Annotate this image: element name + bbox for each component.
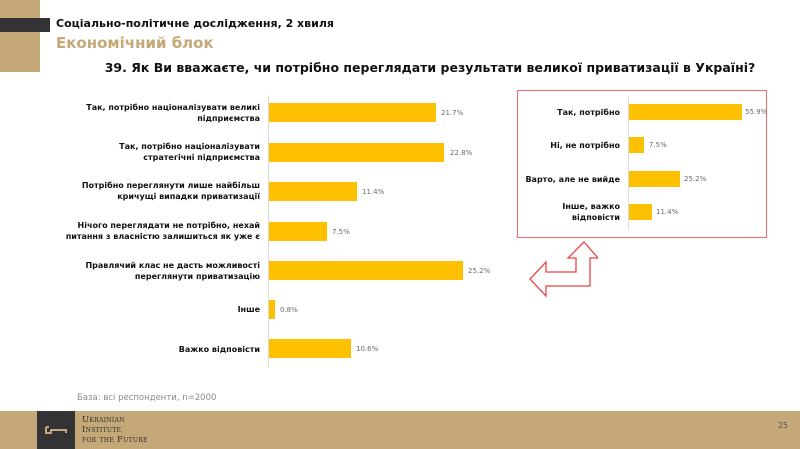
main-label-3: Нічого переглядати не потрібно, нехай пи… <box>65 221 260 241</box>
page-number: 25 <box>777 421 788 430</box>
main-label-2: Потрібно переглянути лише найбільш кричу… <box>81 181 260 201</box>
main-bar-5 <box>269 300 275 319</box>
report-subtitle: Соціально-політичне дослідження, 2 хвиля <box>56 17 334 30</box>
main-value-2: 11.4% <box>362 188 385 196</box>
main-bar-2 <box>269 182 357 201</box>
summary-label-0: Так, потрібно <box>557 107 620 117</box>
main-value-4: 25.2% <box>468 267 491 275</box>
section-title: Економічний блок <box>56 34 214 52</box>
summary-label-3: Інше, важко відповісти <box>562 202 620 222</box>
main-bar-0 <box>269 103 436 122</box>
main-label-1: Так, потрібно націоналізувати стратегічн… <box>119 142 260 162</box>
main-value-6: 10.6% <box>356 345 379 353</box>
logo-wordmark: Ukrainian Institute for the Future <box>82 415 148 445</box>
base-note: База: всі респонденти, n=2000 <box>77 393 217 403</box>
main-value-1: 22.8% <box>450 149 473 157</box>
main-value-3: 7.5% <box>332 228 350 236</box>
main-label-4: Правлячий клас не дасть можливості перег… <box>85 261 260 281</box>
bent-arrow-icon <box>529 241 598 298</box>
logo-mark <box>37 411 75 449</box>
footer-band: Ukrainian Institute for the Future 25 <box>0 411 800 449</box>
chart-title: 39. Як Ви вважаєте, чи потрібно перегляд… <box>104 60 756 75</box>
main-label-0: Так, потрібно націоналізувати великі під… <box>86 103 260 123</box>
summary-value-3: 11.4% <box>656 208 679 216</box>
main-chart-axis <box>268 95 269 367</box>
key-logo-icon <box>45 426 67 434</box>
logo-line-1: Ukrainian <box>82 415 125 425</box>
summary-value-1: 7.5% <box>649 141 667 149</box>
logo-line-3: for the Future <box>82 435 148 445</box>
logo-line-2: Institute <box>82 425 122 435</box>
summary-chart-axis <box>628 96 629 230</box>
summary-value-0: 55.9% <box>745 108 768 116</box>
header-dark-tab <box>0 18 50 32</box>
summary-label-1: Ні, не потрібно <box>550 140 620 150</box>
summary-chart-highlight-box <box>517 90 767 238</box>
main-label-6: Важко відповісти <box>178 344 260 354</box>
summary-value-2: 25.2% <box>684 175 707 183</box>
main-bar-4 <box>269 261 463 280</box>
summary-label-2: Варто, але не вийде <box>525 174 620 184</box>
main-value-0: 21.7% <box>441 109 464 117</box>
main-bar-3 <box>269 222 327 241</box>
summary-bar-2 <box>629 171 680 187</box>
summary-bar-1 <box>629 137 644 153</box>
main-bar-1 <box>269 143 444 162</box>
main-bar-6 <box>269 339 351 358</box>
header-accent-block <box>0 0 40 72</box>
summary-bar-3 <box>629 204 652 220</box>
main-value-5: 0.8% <box>280 306 298 314</box>
main-label-5: Інше <box>237 304 260 314</box>
summary-bar-0 <box>629 104 742 120</box>
